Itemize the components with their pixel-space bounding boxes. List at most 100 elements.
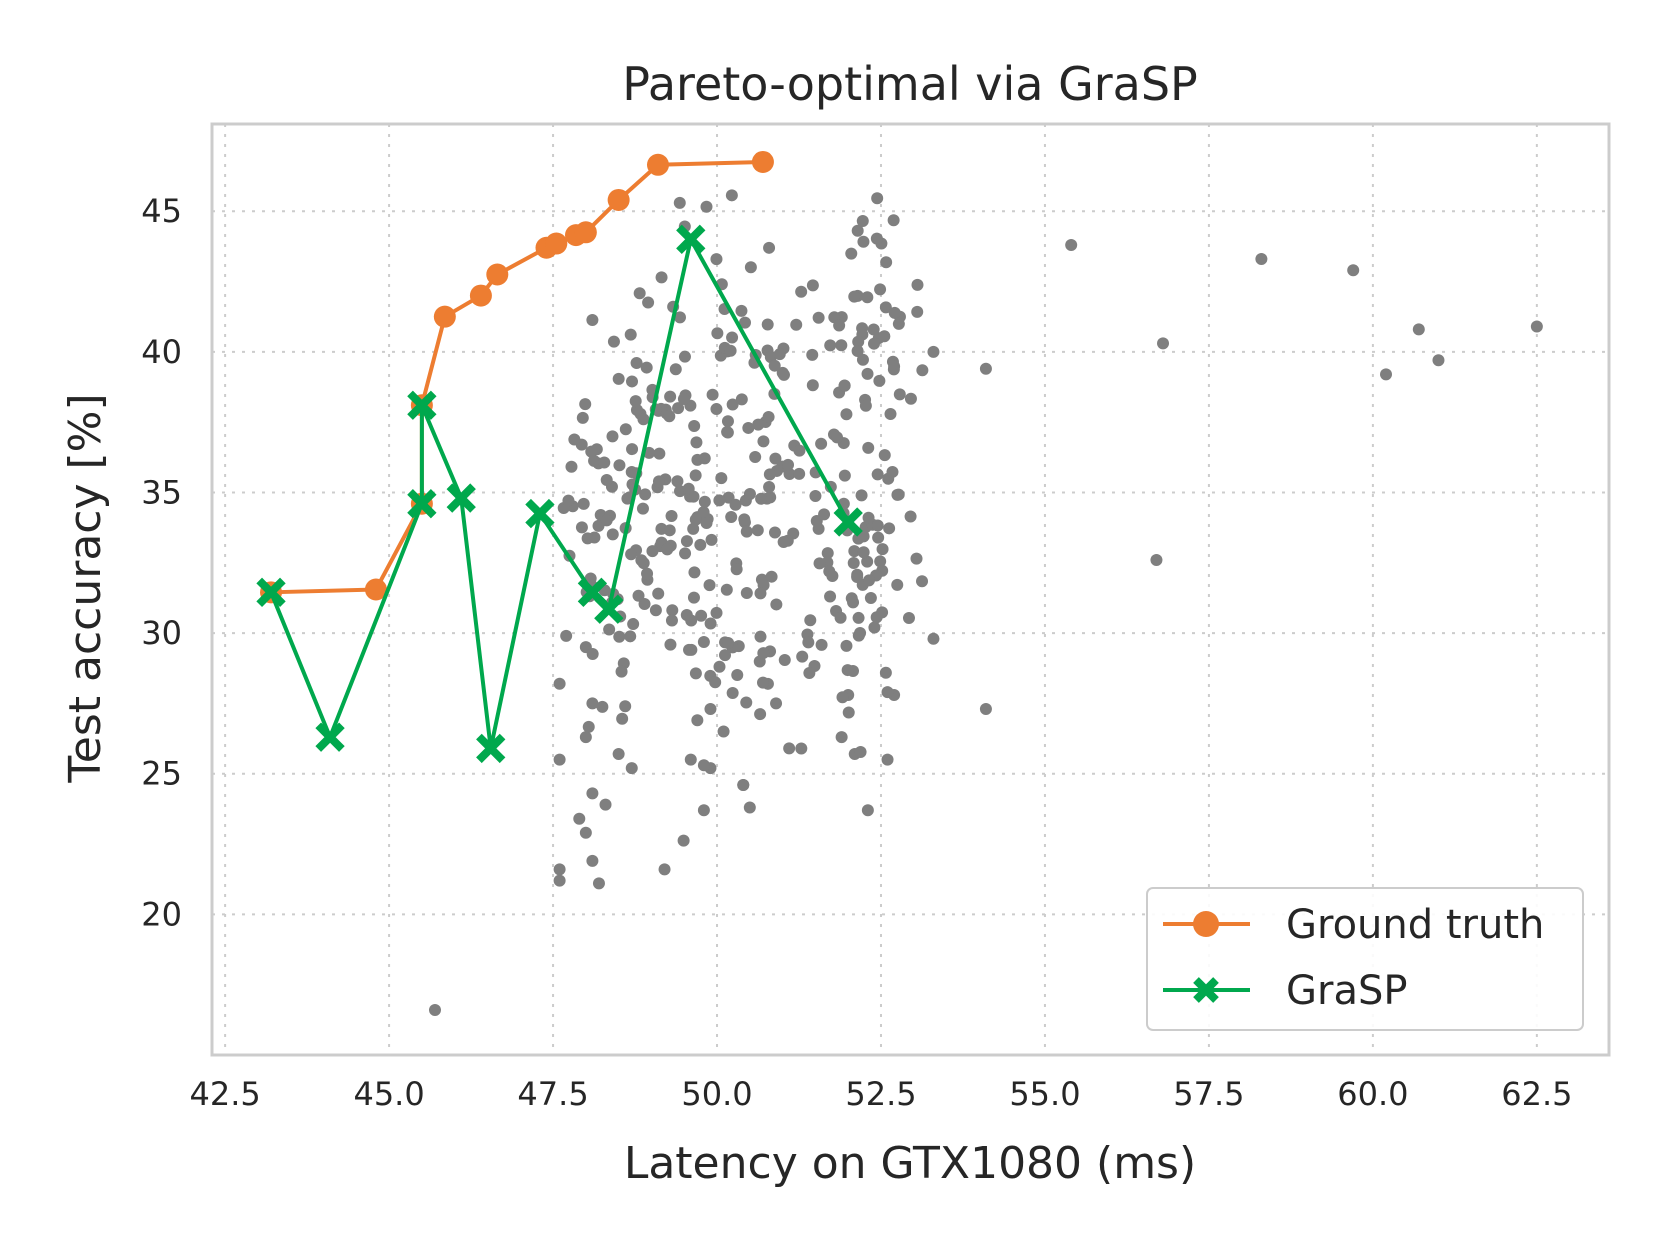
architecture-point — [596, 700, 609, 713]
architecture-point — [636, 502, 649, 515]
architecture-point — [874, 555, 887, 568]
grasp-point — [525, 498, 555, 529]
architecture-point — [904, 510, 917, 523]
architecture-point — [579, 826, 592, 839]
architecture-point — [927, 632, 940, 645]
architecture-point — [606, 528, 619, 541]
architecture-point — [845, 247, 858, 260]
y-tick-label: 20 — [141, 895, 182, 933]
architecture-point — [719, 649, 732, 662]
architecture-point — [856, 214, 869, 227]
architecture-point — [824, 590, 837, 603]
architecture-point — [600, 474, 613, 487]
architecture-point — [653, 447, 666, 460]
architecture-point — [729, 498, 742, 511]
architecture-point — [697, 804, 710, 817]
architecture-point — [625, 762, 638, 775]
architecture-point — [625, 465, 638, 478]
plot-frame — [210, 122, 1611, 1057]
architecture-point — [862, 574, 875, 587]
architecture-point — [892, 488, 905, 501]
architecture-point — [665, 510, 678, 523]
ground-truth-point — [364, 578, 387, 601]
y-tick-label: 45 — [141, 192, 182, 230]
architecture-point — [629, 395, 642, 408]
architecture-point — [663, 410, 676, 423]
architecture-point — [677, 834, 690, 847]
architecture-point — [870, 232, 883, 245]
architecture-point — [632, 589, 645, 602]
architecture-point — [878, 330, 891, 343]
architecture-point — [700, 516, 713, 529]
architecture-point — [740, 586, 753, 599]
architecture-point — [738, 316, 751, 329]
architecture-point — [573, 812, 586, 825]
legend-ground-truth-marker — [1193, 911, 1219, 937]
architecture-point — [754, 587, 767, 600]
architecture-point — [726, 686, 739, 699]
architecture-point — [616, 712, 629, 725]
architecture-point — [821, 547, 834, 560]
architecture-point — [637, 413, 650, 426]
architecture-point — [802, 636, 815, 649]
architecture-point — [857, 530, 870, 543]
architecture-point — [1412, 323, 1425, 336]
architecture-point — [790, 318, 803, 331]
architecture-point — [700, 200, 713, 213]
architecture-point — [565, 460, 578, 473]
architecture-point — [886, 465, 899, 478]
architecture-point — [619, 423, 632, 436]
architecture-point — [592, 877, 605, 890]
architecture-point — [783, 742, 796, 755]
pareto-series — [256, 150, 863, 764]
architecture-point — [782, 458, 795, 471]
architecture-point — [586, 854, 599, 867]
x-tick-label: 57.5 — [1173, 1075, 1244, 1113]
architecture-point — [836, 691, 849, 704]
architecture-point — [793, 444, 806, 457]
architecture-point — [847, 596, 860, 609]
architecture-point — [851, 224, 864, 237]
architecture-point — [842, 706, 855, 719]
architecture-point — [678, 350, 691, 363]
architecture-point — [1380, 368, 1393, 381]
architecture-point — [763, 480, 776, 493]
grasp-point — [833, 507, 863, 537]
architecture-point — [979, 362, 992, 375]
architecture-point — [815, 638, 828, 651]
architecture-point — [864, 592, 877, 605]
architecture-point — [721, 415, 734, 428]
architecture-point — [661, 543, 674, 556]
architecture-point — [861, 555, 874, 568]
architecture-point — [553, 863, 566, 876]
architecture-point — [795, 285, 808, 298]
architecture-point — [1065, 238, 1078, 251]
x-tick-labels: 42.5 45.0 47.5 50.0 52.5 55.0 57.5 60.0 62.5 — [189, 1075, 1572, 1113]
architecture-point — [861, 367, 874, 380]
architecture-point — [658, 863, 671, 876]
architecture-point — [1347, 264, 1360, 277]
architecture-point — [576, 411, 589, 424]
architecture-point — [743, 801, 756, 814]
architecture-point — [703, 579, 716, 592]
architecture-point — [689, 469, 702, 482]
architecture-point — [833, 319, 846, 332]
architecture-point — [553, 677, 566, 690]
architecture-point — [705, 533, 718, 546]
architecture-point — [625, 548, 638, 561]
architecture-point — [713, 494, 726, 507]
architecture-point — [852, 335, 865, 348]
architecture-point — [560, 629, 573, 642]
architecture-point — [726, 398, 739, 411]
architecture-point — [881, 753, 894, 766]
architecture-point — [581, 532, 594, 545]
architecture-point — [630, 403, 643, 416]
architecture-point — [857, 546, 870, 559]
architecture-point — [679, 547, 692, 560]
architecture-point — [626, 443, 639, 456]
architecture-point — [861, 291, 874, 304]
architecture-point — [857, 235, 870, 248]
architecture-point — [742, 421, 755, 434]
legend: Ground truth GraSP — [1146, 887, 1584, 1031]
architecture-point — [575, 521, 588, 534]
